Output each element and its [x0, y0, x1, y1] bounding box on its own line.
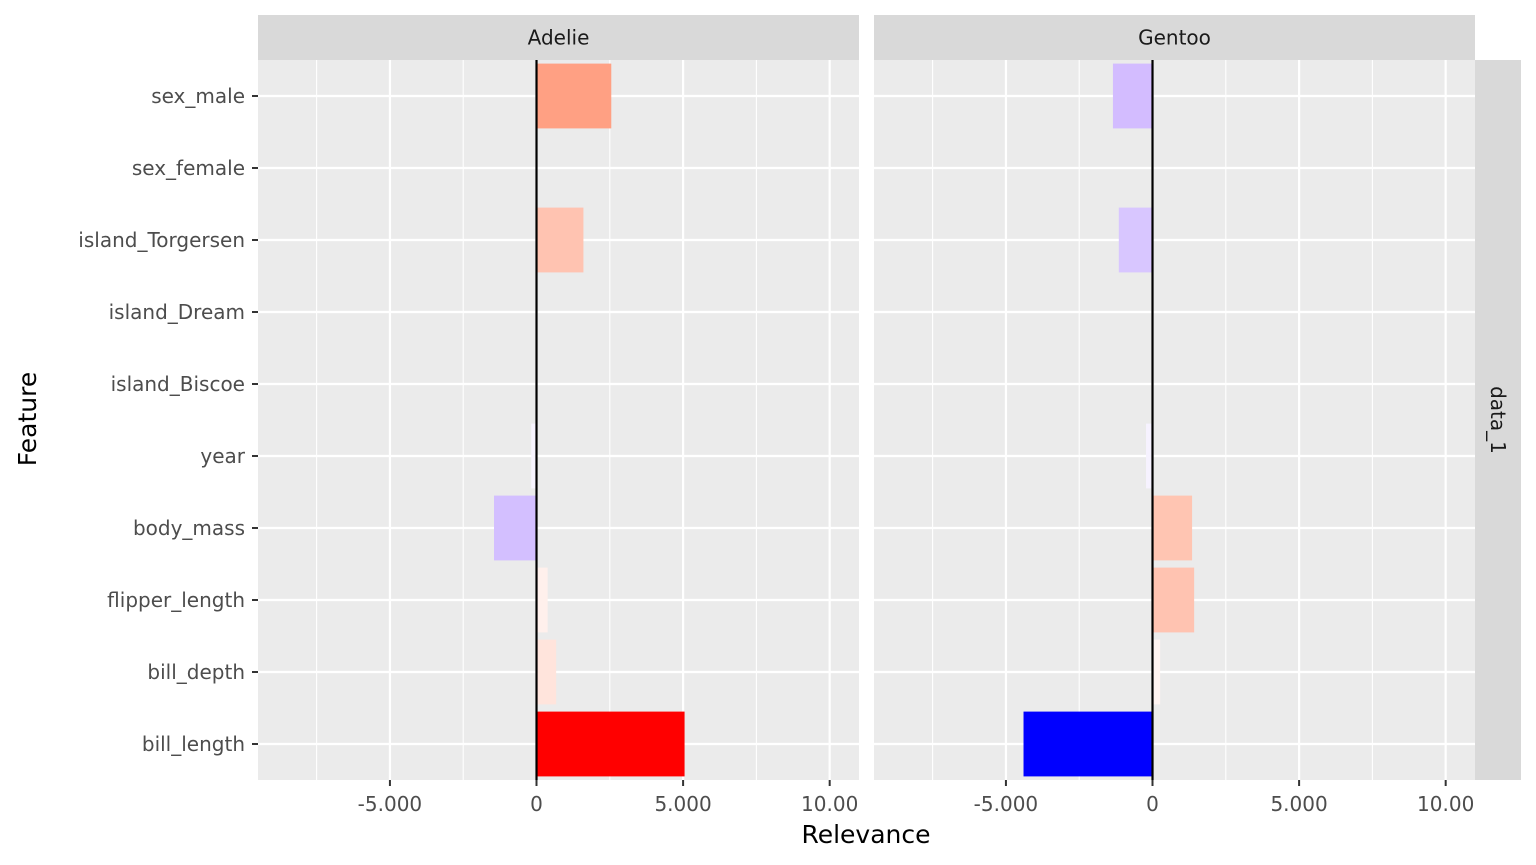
bar-adelie-bill-depth [536, 639, 557, 705]
y-tick-label: year [200, 444, 245, 468]
panel-strip-label: Adelie [528, 26, 590, 50]
bar-gentoo-bill-depth [1152, 639, 1161, 705]
y-tick-label: bill_depth [147, 660, 245, 684]
panel-background [874, 60, 1475, 780]
x-tick-label: -5.000 [358, 792, 422, 816]
bar-adelie-year [531, 423, 537, 489]
y-axis-title: Feature [13, 372, 42, 466]
panel-strip [258, 15, 859, 60]
bar-gentoo-flipper-length [1152, 567, 1195, 633]
x-tick-label: -5.000 [974, 792, 1038, 816]
y-tick-label: body_mass [133, 516, 245, 540]
bar-gentoo-bill-length [1023, 711, 1153, 777]
x-axis-title: Relevance [801, 820, 930, 849]
x-tick-label: 0 [1146, 792, 1159, 816]
bar-gentoo-year [1146, 423, 1153, 489]
bar-adelie-sex-male [536, 63, 612, 129]
panel-background [258, 60, 859, 780]
y-tick-label: sex_female [132, 156, 245, 180]
x-tick-label: 10.00 [1417, 792, 1474, 816]
bar-gentoo-sex-male [1112, 63, 1153, 129]
panel-adelie: Adelie [258, 15, 859, 780]
row-strip-label: data_1 [1486, 386, 1510, 454]
panel-strip [874, 15, 1475, 60]
bar-gentoo-body-mass [1152, 495, 1193, 561]
bar-adelie-flipper-length [536, 567, 548, 633]
bar-adelie-body-mass [494, 495, 537, 561]
bar-adelie-island-torgersen [536, 207, 584, 273]
panel-gentoo: Gentoo [874, 15, 1475, 780]
x-tick-label: 5.000 [654, 792, 711, 816]
y-tick-label: island_Dream [109, 300, 245, 324]
bar-adelie-bill-length [536, 711, 685, 777]
x-tick-label: 0 [530, 792, 543, 816]
y-tick-label: bill_length [142, 732, 245, 756]
row-strip [1475, 60, 1521, 780]
bar-gentoo-island-torgersen [1118, 207, 1153, 273]
y-tick-label: flipper_length [107, 588, 245, 612]
y-tick-label: island_Biscoe [111, 372, 245, 396]
y-tick-label: island_Torgersen [78, 228, 245, 252]
x-tick-label: 10.00 [801, 792, 858, 816]
panel-strip-label: Gentoo [1138, 26, 1211, 50]
y-tick-label: sex_male [151, 84, 245, 108]
x-tick-label: 5.000 [1270, 792, 1327, 816]
